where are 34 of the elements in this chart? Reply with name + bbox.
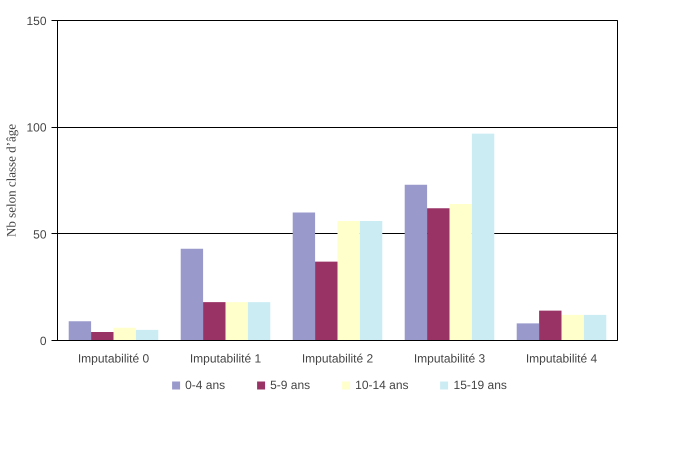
bar	[226, 302, 248, 340]
y-tick-label: 50	[33, 227, 47, 242]
bar	[91, 332, 114, 340]
y-tick-label: 100	[26, 120, 47, 135]
y-tick-label: 150	[26, 14, 47, 28]
legend-label: 0-4 ans	[185, 378, 226, 392]
bar	[136, 330, 158, 340]
bar	[180, 248, 204, 340]
bar	[539, 310, 562, 340]
y-axis-title: Nb selon classe d’âge	[3, 124, 18, 237]
bar	[404, 184, 428, 340]
bar	[203, 302, 226, 340]
x-tick-label: Imputabilité 1	[190, 352, 262, 366]
bar	[338, 221, 360, 340]
bar	[114, 328, 136, 340]
bar	[584, 314, 606, 340]
x-tick-label: Imputabilité 2	[302, 352, 374, 366]
bar	[68, 321, 92, 340]
y-tick-label: 0	[40, 334, 47, 348]
legend-label: 15-19 ans	[454, 378, 507, 392]
x-tick-label: Imputabilité 0	[78, 352, 150, 366]
bar	[450, 204, 472, 340]
bar	[562, 314, 584, 340]
legend-label: 5-9 ans	[270, 378, 310, 392]
bar	[360, 221, 382, 340]
bar	[248, 302, 270, 340]
bar	[427, 208, 450, 340]
bar	[516, 323, 540, 340]
bar	[292, 212, 316, 340]
legend-label: 10-14 ans	[355, 378, 409, 392]
bar	[315, 262, 338, 340]
x-tick-label: Imputabilité 4	[526, 352, 598, 366]
bar	[472, 134, 494, 340]
x-tick-label: Imputabilité 3	[414, 352, 486, 366]
